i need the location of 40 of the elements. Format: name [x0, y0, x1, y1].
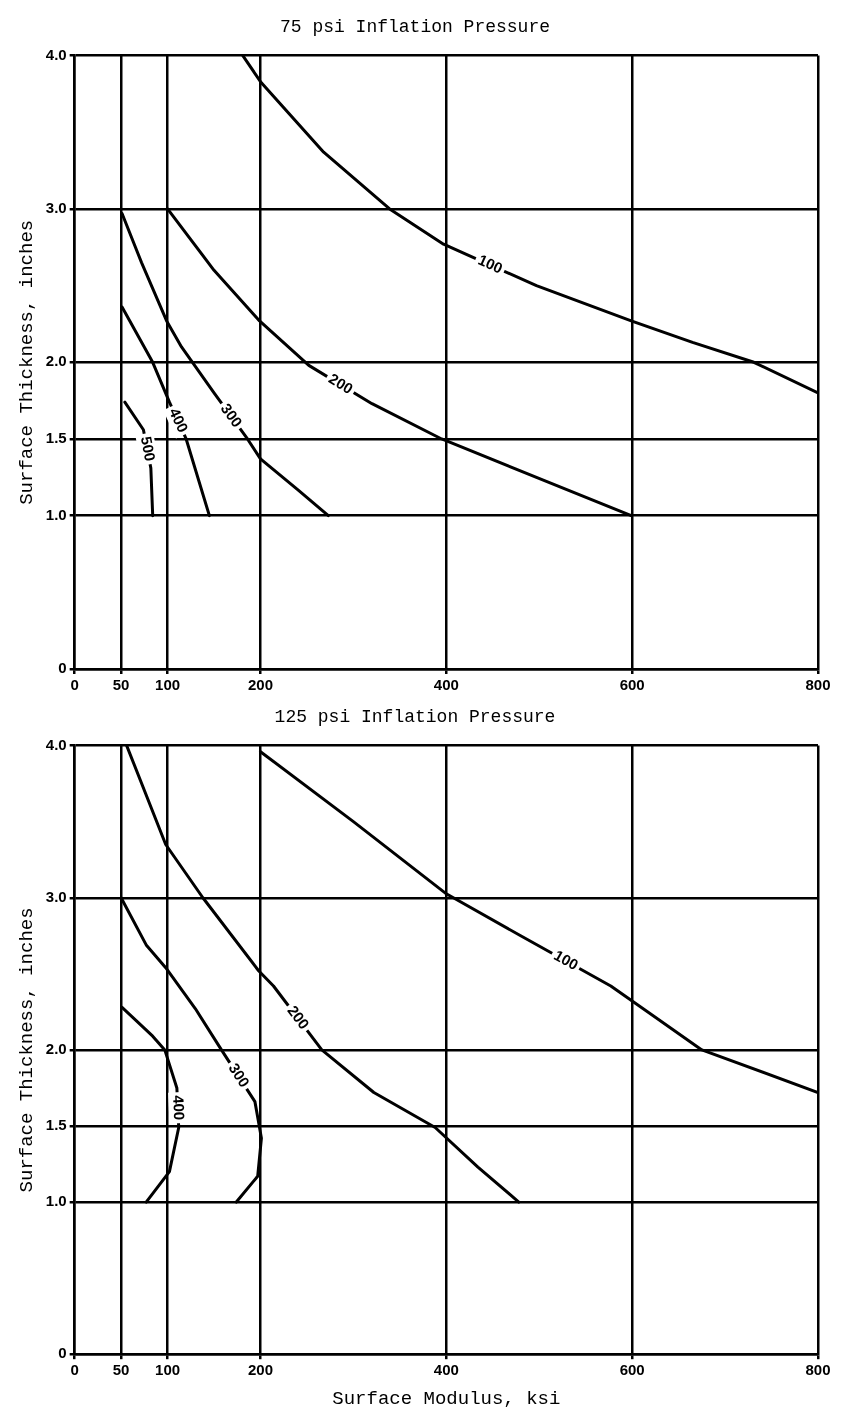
y-axis-title: Surface Thickness, inches [16, 219, 39, 505]
y-tick-label: 0 [58, 1344, 67, 1362]
y-tick-label: 2.0 [45, 352, 67, 370]
y-tick-label: 4.0 [45, 45, 67, 63]
x-tick-label: 200 [247, 676, 273, 694]
x-axis-title: Surface Modulus, ksi [332, 1387, 561, 1410]
y-tick-label: 1.0 [45, 505, 67, 523]
x-tick-label: 600 [619, 676, 645, 694]
y-tick-label: 1.0 [45, 1192, 67, 1210]
text: 200 [284, 1002, 314, 1033]
text: 400 [170, 1094, 189, 1121]
x-tick-label: 100 [155, 1361, 181, 1379]
text: 100 [551, 946, 582, 974]
y-tick-label: 4.0 [45, 735, 67, 753]
text: 300 [217, 400, 247, 431]
x-tick-label: 200 [247, 1361, 273, 1379]
y-tick-label: 1.5 [45, 1116, 67, 1134]
text: 100 [475, 250, 506, 277]
y-axis-title: Surface Thickness, inches [16, 907, 39, 1193]
y-tick-label: 0 [58, 659, 67, 677]
y-tick-label: 3.0 [45, 887, 67, 905]
x-tick-label: 400 [433, 676, 459, 694]
text: 300 [225, 1059, 254, 1091]
x-tick-label: 50 [112, 676, 130, 694]
x-tick-label: 50 [112, 1361, 130, 1379]
x-tick-label: 0 [70, 676, 79, 694]
x-tick-label: 600 [619, 1361, 645, 1379]
y-tick-label: 1.5 [45, 429, 67, 447]
y-tick-label: 3.0 [45, 199, 67, 217]
x-tick-label: 800 [805, 1361, 831, 1379]
x-tick-label: 800 [805, 676, 831, 694]
text: 400 [166, 405, 192, 435]
x-tick-label: 400 [433, 1361, 459, 1379]
text: 500 [137, 434, 160, 463]
chart-title: 125 psi Inflation Pressure [274, 706, 556, 727]
chart-title: 75 psi Inflation Pressure [279, 16, 551, 37]
y-tick-label: 2.0 [45, 1040, 67, 1058]
x-tick-label: 0 [70, 1361, 79, 1379]
text: 200 [326, 369, 357, 398]
x-tick-label: 100 [155, 676, 181, 694]
